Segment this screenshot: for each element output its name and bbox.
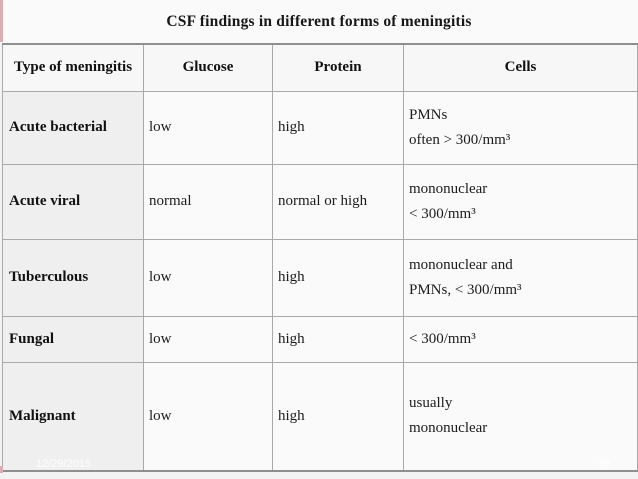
cells-line: mononuclear bbox=[409, 420, 488, 437]
slide-date-watermark: 12/29/2015 bbox=[36, 458, 92, 470]
slide-title-bar: CSF findings in different forms of menin… bbox=[0, 0, 638, 43]
cells-cell: < 300/mm³ bbox=[403, 315, 638, 363]
cells-cell: mononuclear and PMNs, < 300/mm³ bbox=[403, 238, 638, 317]
cells-line: mononuclear bbox=[409, 180, 488, 197]
glucose-cell: normal bbox=[143, 163, 273, 240]
cells-line: usually bbox=[409, 395, 453, 412]
row-label: Fungal bbox=[2, 315, 144, 363]
table-row-fungal: Fungal low high < 300/mm³ bbox=[2, 315, 638, 363]
row-label: Acute viral bbox=[2, 163, 144, 240]
row-label: Acute bacterial bbox=[2, 90, 144, 165]
glucose-cell: low bbox=[143, 90, 273, 165]
cells-cell: mononuclear < 300/mm³ bbox=[403, 163, 638, 240]
cells-line: mononuclear and bbox=[409, 256, 513, 273]
glucose-cell: low bbox=[143, 361, 273, 472]
slide-accent-stripe-top bbox=[0, 0, 3, 42]
glucose-cell: low bbox=[143, 315, 273, 363]
table-row-malignant: Malignant low high usually mononuclear bbox=[2, 361, 638, 472]
protein-cell: high bbox=[272, 315, 404, 363]
cells-line: often > 300/mm³ bbox=[409, 131, 511, 148]
column-header-cells: Cells bbox=[403, 43, 638, 92]
table-header-row: Type of meningitis Glucose Protein Cells bbox=[2, 43, 638, 92]
slide-page-number: 68 bbox=[598, 458, 611, 470]
row-label: Tuberculous bbox=[2, 238, 144, 317]
column-header-protein: Protein bbox=[272, 43, 404, 92]
protein-cell: high bbox=[272, 361, 404, 472]
csf-findings-table: Type of meningitis Glucose Protein Cells… bbox=[2, 43, 638, 472]
table-row-acute-viral: Acute viral normal normal or high mononu… bbox=[2, 163, 638, 240]
column-header-glucose: Glucose bbox=[143, 43, 273, 92]
glucose-cell: low bbox=[143, 238, 273, 317]
cells-cell: usually mononuclear bbox=[403, 361, 638, 472]
cells-line: PMNs bbox=[409, 106, 448, 123]
protein-cell: normal or high bbox=[272, 163, 404, 240]
protein-cell: high bbox=[272, 90, 404, 165]
cells-cell: PMNs often > 300/mm³ bbox=[403, 90, 638, 165]
table-row-acute-bacterial: Acute bacterial low high PMNs often > 30… bbox=[2, 90, 638, 165]
column-header-type: Type of meningitis bbox=[2, 43, 144, 92]
cells-line: PMNs, < 300/mm³ bbox=[409, 281, 522, 298]
protein-cell: high bbox=[272, 238, 404, 317]
cells-line: < 300/mm³ bbox=[409, 330, 476, 347]
table-row-tuberculous: Tuberculous low high mononuclear and PMN… bbox=[2, 238, 638, 317]
row-label: Malignant bbox=[2, 361, 144, 472]
page-title: CSF findings in different forms of menin… bbox=[166, 12, 472, 30]
slide-accent-stripe-bottom bbox=[0, 466, 3, 473]
cells-line: < 300/mm³ bbox=[409, 205, 476, 222]
